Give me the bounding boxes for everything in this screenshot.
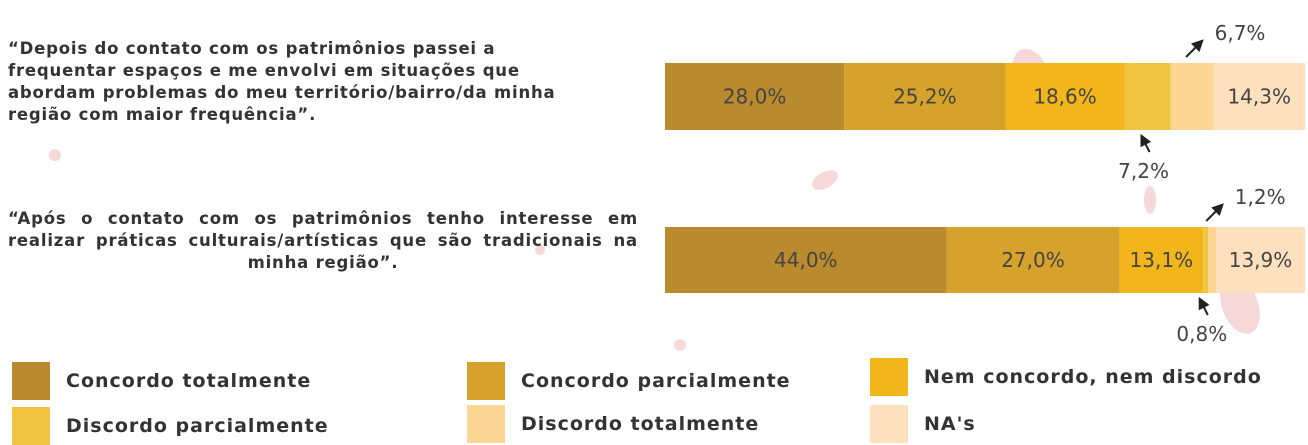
bar-segment xyxy=(665,63,845,130)
bar-segment xyxy=(1005,63,1125,130)
legend-swatch xyxy=(870,358,908,396)
bar-segment xyxy=(1124,63,1171,130)
arrow xyxy=(1205,203,1224,222)
bar-segment xyxy=(1216,227,1305,293)
bar-label: “Após o contato com os patrimônios tenho… xyxy=(8,209,638,272)
value-label: 1,2% xyxy=(1235,185,1286,209)
legend-label: Discordo parcialmente xyxy=(66,415,329,437)
legend-swatch xyxy=(467,362,505,400)
legend-item: Discordo totalmente xyxy=(467,405,759,443)
bar-segment xyxy=(665,227,947,293)
legend-label: Concordo parcialmente xyxy=(521,370,791,392)
value-label: 28,0% xyxy=(723,85,787,109)
bar-segment xyxy=(1208,227,1217,293)
bar-segment xyxy=(1119,227,1204,293)
legend-item: Discordo parcialmente xyxy=(12,407,329,445)
legend-swatch xyxy=(12,362,50,400)
legend-swatch xyxy=(467,405,505,443)
value-label: 7,2% xyxy=(1118,159,1169,183)
value-label: 14,3% xyxy=(1227,85,1291,109)
arrow xyxy=(1198,296,1210,316)
value-label: 27,0% xyxy=(1001,248,1065,272)
arrow xyxy=(1140,133,1152,153)
value-label: 13,9% xyxy=(1229,248,1293,272)
legend-swatch xyxy=(12,407,50,445)
bar-segment xyxy=(1213,63,1305,130)
legend-item: NA's xyxy=(870,405,976,443)
legend-label: Nem concordo, nem discordo xyxy=(924,366,1262,388)
bar-segment xyxy=(1170,63,1214,130)
bar-segment xyxy=(946,227,1120,293)
value-label: 6,7% xyxy=(1215,21,1266,45)
value-label: 25,2% xyxy=(893,85,957,109)
legend-item: Concordo parcialmente xyxy=(467,362,791,400)
legend-label: Discordo totalmente xyxy=(521,413,760,435)
value-label: 18,6% xyxy=(1033,85,1097,109)
bar-segment xyxy=(1203,227,1209,293)
legend-item: Nem concordo, nem discordo xyxy=(870,358,1262,396)
legend-item: Concordo totalmente xyxy=(12,362,311,400)
value-label: 13,1% xyxy=(1130,248,1194,272)
legend-label: NA's xyxy=(924,413,976,435)
value-label: 44,0% xyxy=(774,248,838,272)
legend-label: Concordo totalmente xyxy=(66,370,312,392)
bar-label: “Depois do contato com os patrimônios pa… xyxy=(8,39,556,124)
bar-segment xyxy=(844,63,1006,130)
value-label: 0,8% xyxy=(1176,322,1227,346)
arrow xyxy=(1185,39,1204,58)
legend-swatch xyxy=(870,405,908,443)
